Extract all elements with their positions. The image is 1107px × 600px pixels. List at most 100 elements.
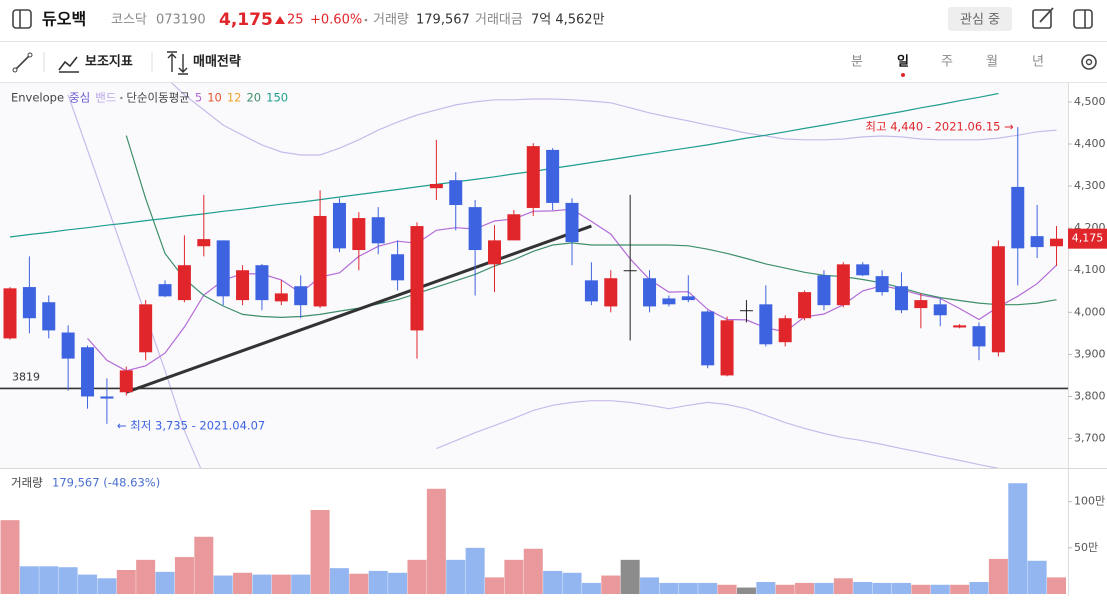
volume-bar — [485, 577, 504, 594]
candle-body — [739, 310, 753, 312]
up-arrow — [275, 16, 285, 24]
period-tab[interactable]: 일 — [897, 55, 909, 70]
legend-envelope: Envelope — [11, 91, 64, 105]
volume-bar — [1027, 560, 1047, 594]
volume-bar — [698, 582, 718, 594]
candle-body — [332, 202, 346, 249]
change-pct: +0.60% — [310, 13, 362, 28]
candle-body — [100, 396, 114, 399]
selected-dot — [901, 73, 905, 77]
volume-bar — [1047, 577, 1067, 594]
moving-average — [9, 92, 999, 238]
volume-bar — [310, 510, 330, 594]
candle-body — [410, 226, 424, 331]
candle-body — [119, 370, 133, 393]
candle-body — [236, 270, 250, 301]
volume-bar — [523, 548, 543, 594]
volume-label: 거래량 — [373, 13, 409, 28]
volume-bar — [349, 573, 369, 594]
volume-bar — [659, 582, 679, 594]
candle-body — [759, 304, 773, 345]
volume-bar — [678, 582, 698, 594]
candle-body — [681, 296, 695, 301]
strategy-button[interactable]: 매매전략 — [193, 54, 241, 70]
watch-button[interactable] — [948, 7, 1012, 31]
volume-bar — [833, 578, 853, 594]
volume-bar — [620, 559, 640, 594]
candle-body — [1030, 236, 1044, 248]
y-tick-label: 3,700 — [1074, 432, 1106, 445]
volume-bar — [329, 568, 349, 594]
volume-bar — [504, 559, 524, 594]
candle-body — [584, 280, 598, 302]
candle-body — [623, 270, 637, 272]
legend-ma-period: 20 — [246, 91, 261, 105]
candle-body — [371, 217, 385, 244]
volume-bar — [601, 575, 621, 594]
low-note: ← 최저 3,735 - 2021.04.07 — [117, 418, 265, 432]
volume-bar — [988, 558, 1008, 594]
strategy-icon[interactable] — [167, 51, 188, 75]
period-tab[interactable]: 주 — [941, 55, 953, 70]
y-tick-label: 50만 — [1074, 541, 1098, 554]
candle-body — [856, 264, 870, 276]
candle-body — [1050, 238, 1064, 247]
indicator-icon[interactable] — [58, 56, 78, 71]
candle-body — [313, 215, 327, 307]
candle-body — [875, 276, 889, 293]
candle-body — [953, 325, 967, 328]
draw-tool-icon[interactable] — [14, 54, 31, 71]
volume-bar — [19, 566, 39, 594]
draw-tool-dot — [12, 67, 18, 73]
volume-bar — [97, 578, 117, 594]
candle-body — [81, 347, 95, 397]
candle-body — [662, 298, 676, 305]
stock-code: 073190 — [156, 13, 206, 28]
volume-title: 거래량 — [11, 476, 43, 490]
candle-body — [798, 292, 812, 319]
price-plot — [0, 83, 1068, 468]
volume-bar — [78, 574, 98, 594]
legend-band: 밴드 — [95, 91, 116, 105]
legend-dot — [120, 96, 123, 100]
indicator-button[interactable]: 보조지표 — [85, 55, 133, 70]
legend-ma-period: 5 — [195, 91, 202, 105]
volume-bar — [136, 559, 156, 594]
candle-body — [391, 254, 405, 281]
legend-ma-period: 12 — [227, 91, 242, 105]
candle-body — [488, 240, 501, 265]
volume-bar — [853, 582, 873, 594]
candle-body — [972, 326, 986, 347]
period-tab[interactable]: 월 — [986, 55, 998, 70]
market: 코스닥 — [111, 13, 147, 28]
volume-bar — [446, 559, 466, 594]
candle-body — [197, 239, 211, 247]
envelope-lower — [67, 94, 999, 468]
volume-bar — [891, 582, 911, 594]
volume-bar — [368, 570, 388, 594]
volume-bar — [155, 571, 175, 594]
volume-bar — [39, 566, 59, 594]
volume-bar — [194, 536, 214, 594]
watch-label: 관심 중 — [960, 13, 1000, 28]
stock-name: 듀오백 — [42, 10, 86, 29]
candle-body — [1011, 186, 1025, 249]
indicator-legend: Envelope 중심 밴드 단순이동평균 5 10 12 20 150 — [11, 91, 288, 105]
volume-bar — [640, 577, 660, 594]
y-tick-label: 4,100 — [1074, 263, 1106, 276]
candle-body — [701, 311, 715, 366]
volume-bar — [116, 570, 136, 594]
period-tab[interactable]: 년 — [1032, 55, 1044, 70]
candle-body — [720, 320, 734, 376]
y-tick-label: 100만 — [1074, 495, 1105, 508]
edit-icon[interactable] — [1032, 9, 1052, 29]
y-tick-label: 4,000 — [1074, 305, 1106, 318]
candle-body — [352, 218, 366, 251]
period-tab[interactable]: 분 — [851, 55, 863, 70]
candle-body — [507, 214, 521, 241]
settings-icon[interactable] — [1081, 54, 1097, 70]
volume-bar — [717, 584, 737, 594]
candle-body — [914, 300, 928, 309]
panel-icon[interactable] — [1073, 9, 1093, 29]
sidebar-icon[interactable] — [12, 9, 32, 29]
